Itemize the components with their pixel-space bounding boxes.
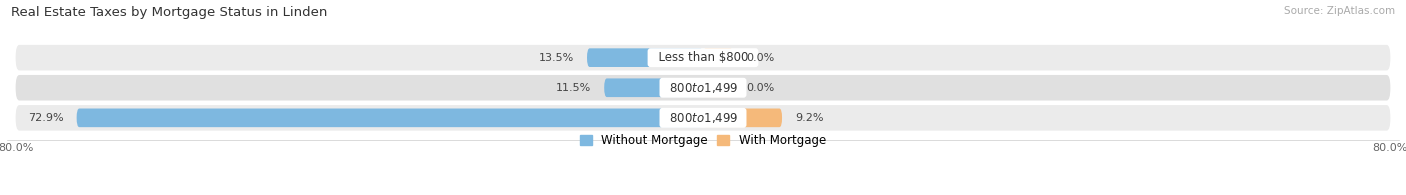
Legend: Without Mortgage, With Mortgage: Without Mortgage, With Mortgage (581, 134, 825, 147)
Text: Less than $800: Less than $800 (651, 51, 755, 64)
Text: 9.2%: 9.2% (794, 113, 824, 123)
FancyBboxPatch shape (588, 48, 703, 67)
FancyBboxPatch shape (703, 108, 782, 127)
Text: 13.5%: 13.5% (538, 53, 574, 63)
Text: $800 to $1,499: $800 to $1,499 (662, 111, 744, 125)
Text: 0.0%: 0.0% (747, 53, 775, 63)
Text: $800 to $1,499: $800 to $1,499 (662, 81, 744, 95)
FancyBboxPatch shape (703, 78, 733, 97)
FancyBboxPatch shape (15, 105, 1391, 131)
Text: Real Estate Taxes by Mortgage Status in Linden: Real Estate Taxes by Mortgage Status in … (11, 6, 328, 19)
Text: Source: ZipAtlas.com: Source: ZipAtlas.com (1284, 6, 1395, 16)
FancyBboxPatch shape (703, 48, 733, 67)
Text: 72.9%: 72.9% (28, 113, 63, 123)
FancyBboxPatch shape (605, 78, 703, 97)
FancyBboxPatch shape (15, 45, 1391, 70)
Text: 0.0%: 0.0% (747, 83, 775, 93)
FancyBboxPatch shape (15, 75, 1391, 101)
FancyBboxPatch shape (76, 108, 703, 127)
Text: 11.5%: 11.5% (555, 83, 592, 93)
